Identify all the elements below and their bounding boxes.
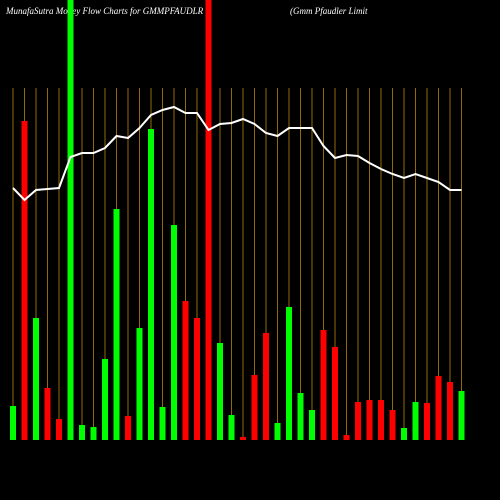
bar bbox=[401, 428, 407, 440]
bar bbox=[205, 0, 212, 440]
bar bbox=[10, 406, 16, 440]
bar bbox=[33, 318, 39, 440]
bar bbox=[332, 347, 338, 440]
bar bbox=[447, 382, 453, 440]
bar bbox=[125, 416, 131, 440]
chart-subtitle: (Gmm Pfaudler Limit bbox=[290, 6, 368, 16]
bar bbox=[228, 415, 235, 440]
bar bbox=[159, 407, 166, 440]
bar bbox=[343, 435, 350, 440]
bar bbox=[21, 121, 28, 440]
bar bbox=[309, 410, 315, 440]
bar bbox=[56, 419, 62, 440]
bar bbox=[79, 425, 85, 440]
bar bbox=[355, 402, 361, 440]
bar bbox=[378, 400, 384, 440]
bar bbox=[113, 209, 120, 440]
bar bbox=[251, 375, 258, 440]
bar bbox=[458, 391, 465, 440]
bar bbox=[274, 423, 281, 440]
bar bbox=[217, 343, 223, 440]
bar bbox=[297, 393, 304, 440]
bar bbox=[102, 359, 108, 440]
chart-title: MunafaSutra Money Flow Charts for GMMPFA… bbox=[5, 6, 204, 16]
bar bbox=[424, 403, 430, 440]
bar bbox=[90, 427, 97, 440]
bar bbox=[263, 333, 269, 440]
bar bbox=[67, 0, 74, 440]
bar bbox=[412, 402, 419, 440]
bar bbox=[44, 388, 51, 440]
bar bbox=[148, 129, 154, 440]
bar bbox=[240, 437, 246, 440]
bar bbox=[320, 330, 327, 440]
bar bbox=[389, 410, 396, 440]
bar bbox=[286, 307, 292, 440]
bar bbox=[194, 318, 200, 440]
bar bbox=[366, 400, 373, 440]
bar bbox=[171, 225, 177, 440]
bar bbox=[136, 328, 143, 440]
bar bbox=[435, 376, 442, 440]
bar bbox=[182, 301, 189, 440]
money-flow-line bbox=[12, 105, 462, 202]
